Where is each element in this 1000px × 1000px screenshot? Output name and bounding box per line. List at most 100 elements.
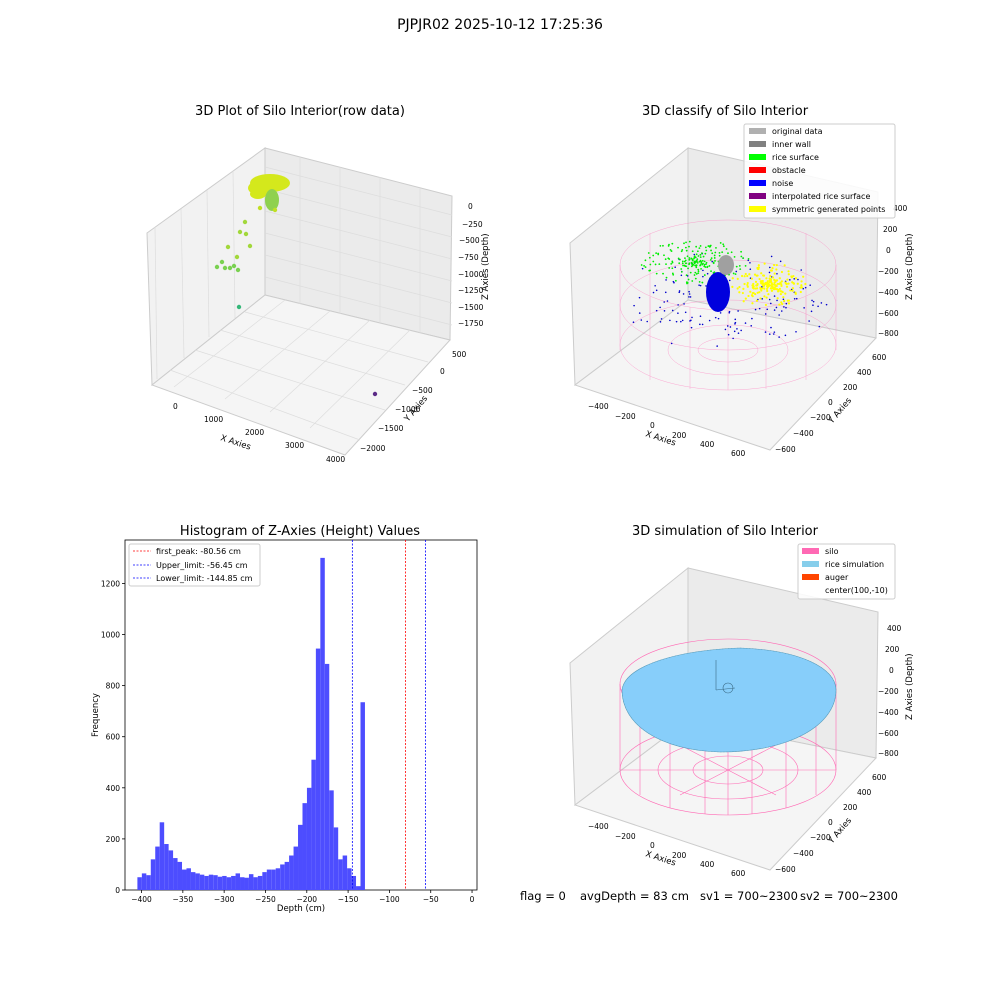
classify-xtick: −400 [588,402,609,411]
rice-point [648,269,651,272]
classify-ztick: 0 [886,246,891,255]
symmetric-point [779,292,782,296]
rice-point [718,252,721,254]
classify-legend: original data inner wall rice surface ob… [743,123,896,219]
symmetric-point [802,275,805,278]
noise-point [785,302,788,305]
symmetric-point [800,284,803,287]
simulation-rice-surface [621,647,837,753]
rice-point [697,272,700,275]
noise-point [808,320,810,322]
classify-rice-points [640,240,750,285]
rice-point [686,282,688,285]
symmetric-point [763,287,766,290]
rice-point [701,252,703,255]
rice-point [705,263,707,266]
raw-ytick: −2000 [360,444,386,453]
noise-point [670,342,673,345]
symmetric-point [750,277,753,280]
rice-point [693,261,696,264]
noise-point [688,293,691,295]
symmetric-point [740,274,744,278]
noise-point [699,323,701,326]
symmetric-point [780,280,783,283]
symmetric-point [783,299,786,303]
rice-point [674,279,677,282]
classify-point-clouds [632,240,828,347]
symmetric-point [762,285,765,288]
symmetric-point [791,287,795,290]
symmetric-point [773,283,776,286]
rice-point [697,270,700,273]
symmetric-point [744,297,747,300]
symmetric-point [751,292,754,295]
legend-label: interpolated rice surface [772,192,870,201]
rice-point [685,249,688,252]
raw-point [222,265,228,271]
noise-point [678,291,681,294]
symmetric-point [780,290,783,293]
symmetric-point [743,282,746,286]
rice-point [687,267,689,270]
histogram-bar [280,864,285,890]
legend-label: inner wall [772,140,811,149]
symmetric-point [752,282,755,286]
rice-point [686,255,689,258]
rice-point [669,248,672,251]
rice-point [701,281,704,284]
rice-point [722,243,725,246]
symmetric-point [736,277,739,280]
rice-point [671,261,674,264]
rice-point [652,254,655,257]
rice-point [710,257,713,260]
histogram-bar [293,846,299,890]
noise-point [663,301,666,303]
noise-point [699,315,702,317]
raw-ytick: −500 [412,386,433,395]
raw-plot-title: 3D Plot of Silo Interior(row data) [195,104,405,119]
symmetric-point [763,283,766,286]
rice-point [647,252,650,254]
symmetric-point [769,274,772,278]
histogram-bar [356,886,361,890]
rice-point [695,245,698,248]
noise-point [770,255,773,258]
rice-point [691,262,693,265]
noise-point [655,309,658,312]
histogram-bar [231,875,236,890]
histogram-bar [226,877,232,890]
legend-swatch [749,141,766,147]
noise-point [690,326,693,329]
legend-label: Lower_limit: -144.85 cm [156,574,253,583]
symmetric-point [775,263,778,267]
symmetric-point [746,281,749,285]
noise-point [646,320,649,323]
simulation-ztick: 200 [885,645,900,654]
rice-point [744,264,747,267]
noise-point [782,298,785,301]
rice-point [695,264,698,267]
symmetric-point [731,285,734,288]
noise-point [702,269,704,272]
rice-point [703,263,706,266]
simulation-ztick: −200 [878,687,899,696]
noise-point [682,293,685,295]
noise-point [664,291,667,294]
histogram-legend: first_peak: -80.56 cm Upper_limit: -56.4… [128,543,261,587]
noise-point [659,306,661,309]
classify-ytick: −600 [775,445,796,454]
symmetric-point [796,282,799,285]
simulation-ytick: −200 [810,833,831,842]
simulation-ztick: 0 [889,666,894,675]
rice-point [670,262,673,265]
symmetric-point [769,269,773,272]
histogram-bar [244,877,249,890]
raw-point [372,391,378,397]
rice-point [735,265,738,268]
histogram-bar [168,850,174,890]
noise-point [749,268,752,271]
figure-title: PJPJR02 2025-10-12 17:25:36 [397,17,603,33]
rice-point [648,256,651,259]
symmetric-point [792,282,795,285]
